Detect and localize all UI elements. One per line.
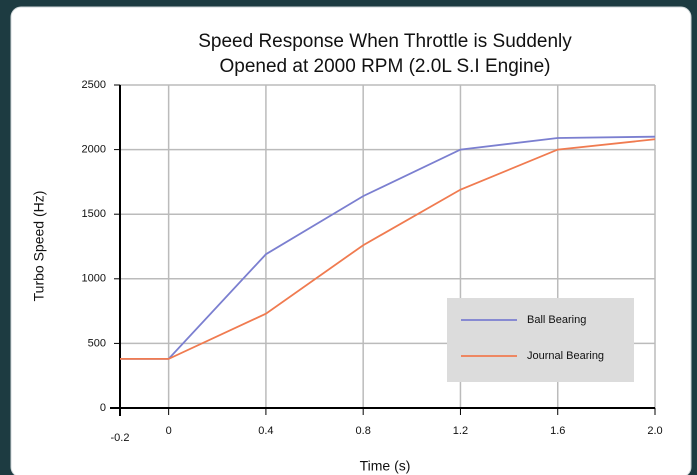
y-tick-label: 500 (88, 337, 106, 349)
x-tick-label: 1.6 (550, 425, 565, 437)
x-axis-label: Time (s) (360, 458, 411, 474)
panel (10, 6, 692, 475)
y-tick-label: 2500 (82, 79, 106, 91)
legend (447, 298, 634, 382)
y-tick-label: 1000 (82, 273, 106, 285)
y-axis-label: Turbo Speed (Hz) (31, 191, 47, 302)
y-tick-label: 1500 (82, 208, 106, 220)
x-tick-label: 0.4 (258, 425, 273, 437)
chart-title: Opened at 2000 RPM (2.0L S.I Engine) (220, 56, 551, 77)
legend-label: Ball Bearing (527, 314, 586, 326)
x-tick-label: 0 (166, 425, 172, 437)
x-tick-label: 2.0 (647, 425, 662, 437)
y-tick-label: 0 (100, 402, 106, 414)
x-tick-label: 0.8 (356, 425, 371, 437)
series-line (120, 138, 656, 360)
y-tick-label: 2000 (82, 144, 106, 156)
x-tick-label: 1.2 (453, 425, 468, 437)
x-tick-label: -0.2 (111, 432, 130, 444)
legend-label: Journal Bearing (527, 350, 604, 362)
chart-title: Speed Response When Throttle is Suddenly (198, 31, 572, 52)
